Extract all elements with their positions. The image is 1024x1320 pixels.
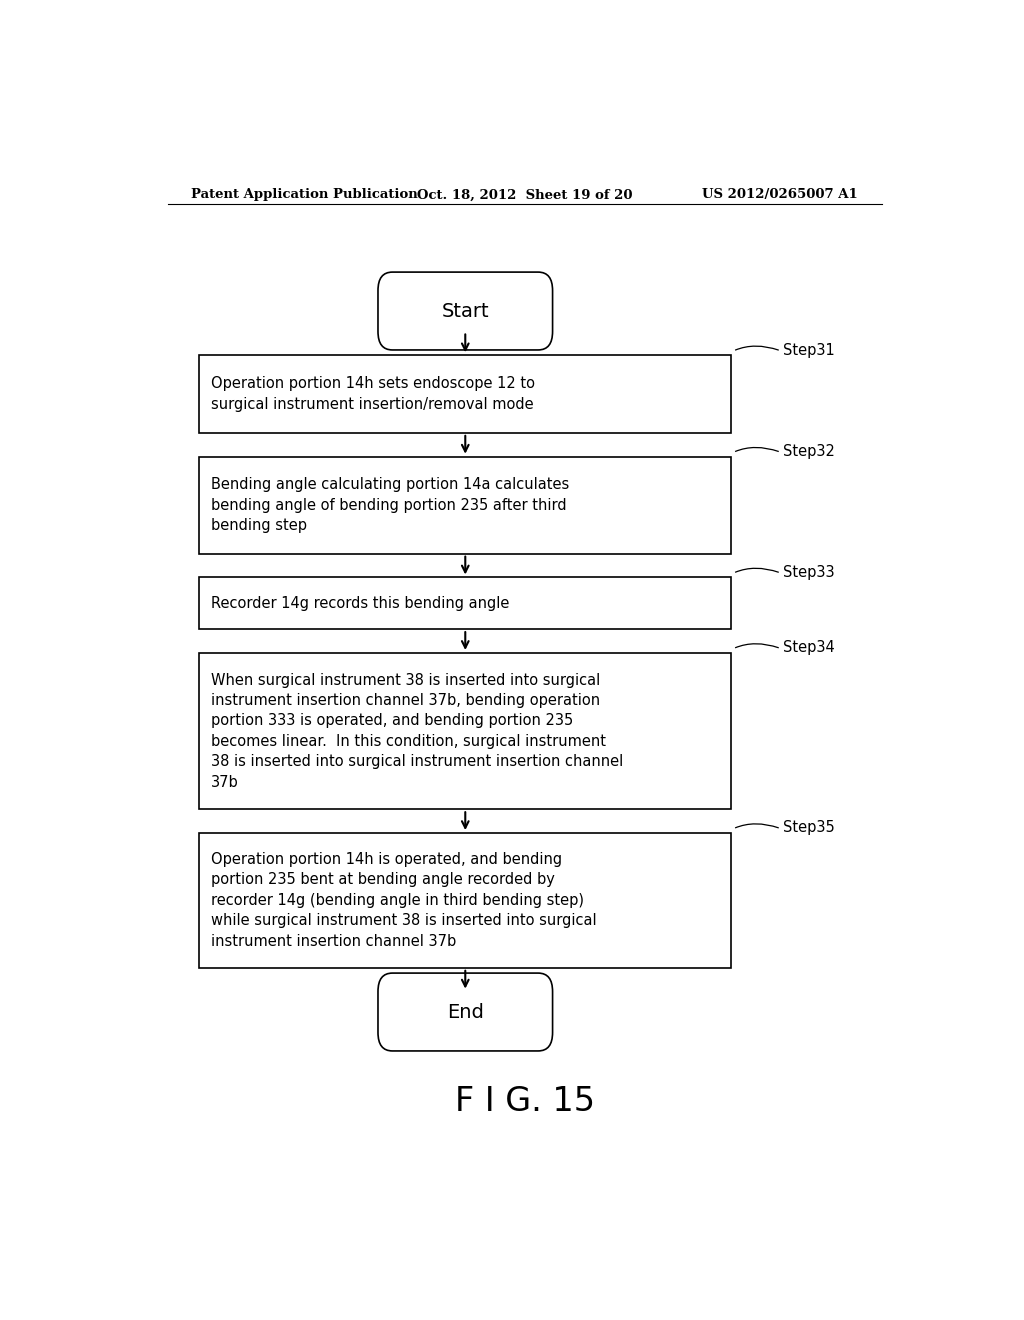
- FancyBboxPatch shape: [200, 457, 731, 553]
- Text: Oct. 18, 2012  Sheet 19 of 20: Oct. 18, 2012 Sheet 19 of 20: [417, 189, 633, 202]
- Text: Step32: Step32: [782, 444, 835, 459]
- Text: Recorder 14g records this bending angle: Recorder 14g records this bending angle: [211, 595, 510, 611]
- FancyBboxPatch shape: [200, 577, 731, 630]
- FancyBboxPatch shape: [200, 653, 731, 809]
- Text: When surgical instrument 38 is inserted into surgical
instrument insertion chann: When surgical instrument 38 is inserted …: [211, 673, 624, 789]
- Text: Step34: Step34: [782, 640, 835, 655]
- FancyBboxPatch shape: [200, 833, 731, 968]
- FancyBboxPatch shape: [378, 272, 553, 350]
- Text: Step33: Step33: [782, 565, 835, 579]
- Text: Start: Start: [441, 301, 489, 321]
- Text: Step35: Step35: [782, 821, 835, 836]
- FancyBboxPatch shape: [378, 973, 553, 1051]
- Text: Bending angle calculating portion 14a calculates
bending angle of bending portio: Bending angle calculating portion 14a ca…: [211, 478, 569, 533]
- Text: Patent Application Publication: Patent Application Publication: [191, 189, 418, 202]
- Text: Step31: Step31: [782, 343, 835, 358]
- Text: Operation portion 14h sets endoscope 12 to
surgical instrument insertion/removal: Operation portion 14h sets endoscope 12 …: [211, 376, 536, 412]
- Text: US 2012/0265007 A1: US 2012/0265007 A1: [702, 189, 858, 202]
- Text: F I G. 15: F I G. 15: [455, 1085, 595, 1118]
- FancyBboxPatch shape: [200, 355, 731, 433]
- Text: End: End: [446, 1002, 483, 1022]
- Text: Operation portion 14h is operated, and bending
portion 235 bent at bending angle: Operation portion 14h is operated, and b…: [211, 853, 597, 949]
